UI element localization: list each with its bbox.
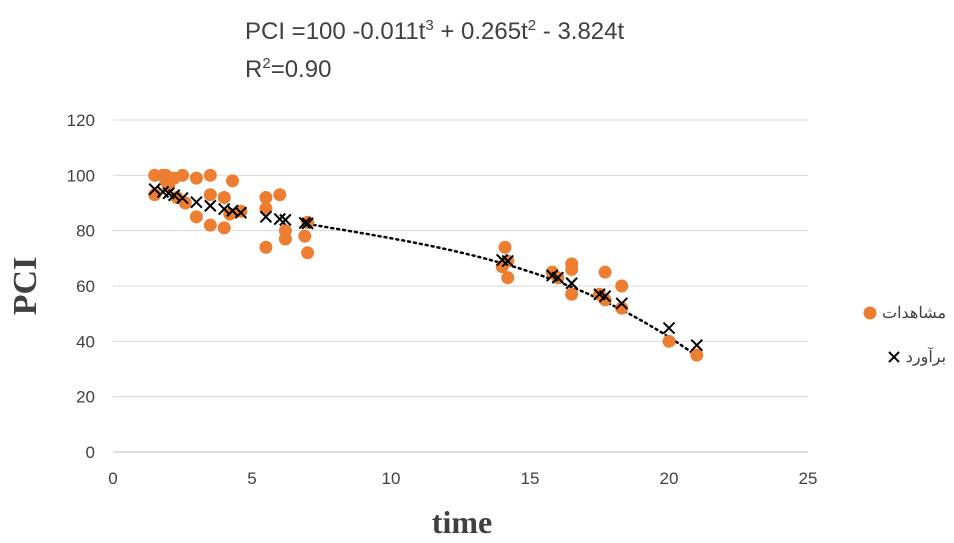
r-squared-line: R2=0.90: [245, 56, 331, 84]
circle-marker-icon: [862, 305, 878, 321]
x-tick-label: 10: [382, 469, 401, 488]
x-marker-icon: [886, 349, 902, 365]
estimated-point: [664, 323, 675, 334]
observed-point: [204, 219, 217, 232]
observed-point: [599, 266, 612, 279]
observed-point: [190, 210, 203, 223]
legend-label-estimated: برآورد: [906, 347, 946, 367]
x-tick-label: 15: [521, 469, 540, 488]
observed-point: [226, 174, 239, 187]
y-tick-label: 120: [67, 111, 95, 130]
observed-point: [663, 335, 676, 348]
x-tick-label: 5: [247, 469, 256, 488]
y-tick-label: 80: [76, 222, 95, 241]
legend-item-observed: مشاهدات: [862, 300, 946, 326]
y-tick-label: 60: [76, 277, 95, 296]
observed-point: [565, 288, 578, 301]
legend-item-estimated: برآورد: [862, 344, 946, 370]
observed-point: [565, 263, 578, 276]
observed-point: [190, 172, 203, 185]
observed-point: [279, 232, 292, 245]
observed-point: [176, 169, 189, 182]
observed-point: [259, 191, 272, 204]
observed-point: [204, 169, 217, 182]
observed-point: [501, 271, 514, 284]
observed-point: [298, 230, 311, 243]
y-tick-label: 100: [67, 166, 95, 185]
estimated-point: [205, 200, 216, 211]
x-axis-label: time: [432, 504, 492, 541]
y-axis-label: PCI: [7, 241, 45, 331]
equation-line: PCI =100 -0.011t3 + 0.265t2 - 3.824t: [245, 18, 624, 46]
x-tick-label: 0: [108, 469, 117, 488]
x-tick-label: 25: [799, 469, 818, 488]
legend: مشاهدات برآورد: [862, 300, 946, 388]
legend-label-observed: مشاهدات: [882, 303, 946, 323]
observed-point: [301, 246, 314, 259]
observed-point: [204, 188, 217, 201]
observed-point: [273, 188, 286, 201]
observed-point: [615, 280, 628, 293]
observed-point: [498, 241, 511, 254]
observed-point: [218, 221, 231, 234]
observed-point: [259, 241, 272, 254]
y-tick-label: 0: [86, 443, 95, 462]
x-tick-label: 20: [660, 469, 679, 488]
estimated-point: [191, 197, 202, 208]
observed-point: [218, 191, 231, 204]
y-tick-label: 40: [76, 332, 95, 351]
y-tick-label: 20: [76, 388, 95, 407]
